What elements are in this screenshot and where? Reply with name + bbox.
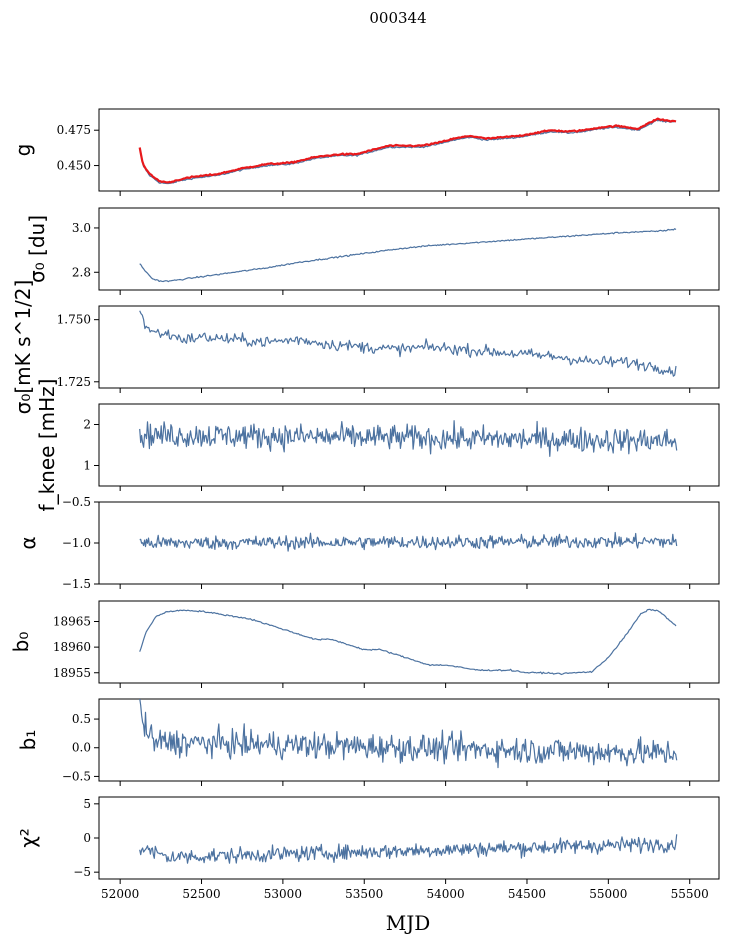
y-tick-label: 0.475 (57, 123, 91, 137)
y-tick-label: 0 (83, 831, 91, 845)
figure-title: 000344 (369, 9, 426, 27)
y-axis-label-alpha: α (16, 536, 40, 549)
axes-frame (98, 108, 720, 192)
y-tick-label: −5 (73, 865, 91, 879)
panel-b1: −0.5 0.0 0.5 b₁ (16, 698, 720, 786)
y-tick-label: −1.5 (62, 577, 91, 591)
axes-frame (98, 796, 720, 880)
y-axis-label-b1: b₁ (16, 730, 40, 751)
panel-chi2: 52000 52500 53000 53500 54000 54500 55000 55500… (16, 796, 720, 901)
y-tick-label: 3.0 (72, 221, 91, 235)
y-tick-label: 18955 (53, 666, 91, 680)
axes-frame (98, 698, 720, 782)
axes-frame (98, 600, 720, 684)
y-tick-label: 0.0 (72, 741, 91, 755)
axes-frame (98, 403, 720, 487)
axes-frame (98, 305, 720, 389)
series-line-fknee (139, 420, 678, 457)
y-tick-label: 1.750 (57, 313, 91, 327)
panel-sigma0-mk: 1.725 1.750 σ₀[mK s^1/2] (11, 280, 720, 415)
series-line-sigma0-mk (139, 310, 677, 377)
y-tick-label: 18960 (53, 640, 91, 654)
y-tick-label: 5 (83, 797, 91, 811)
y-axis-label-fknee: f_knee [mHz] (35, 379, 59, 512)
y-tick-label: 2 (83, 418, 91, 432)
y-tick-label: −0.5 (62, 769, 91, 783)
plot-area (139, 310, 677, 377)
axes-frame (98, 207, 720, 291)
panel-g: 0.450 0.475 g (11, 108, 720, 196)
plot-area (139, 834, 678, 864)
x-tick-label: 55500 (671, 887, 709, 901)
y-tick-label: −0.5 (62, 495, 91, 509)
y-tick-label: 0.450 (57, 159, 91, 173)
series-line-chi2 (139, 834, 678, 864)
y-tick-label: 1 (83, 459, 91, 473)
series-line-sigma0-du (139, 228, 677, 283)
y-axis-label-sigma0-du: σ₀ [du] (25, 215, 49, 283)
panel-b0: 18955 18960 18965 b₀ (9, 600, 720, 688)
x-axis-label: MJD (386, 911, 431, 935)
series-line-b0 (139, 608, 677, 676)
series-line-g (139, 119, 677, 185)
panels: 0.450 0.475 g 2.8 3.0 σ₀ [du] 1.725 1.750 σ₀[mK … (9, 108, 720, 901)
y-tick-label: 1.725 (57, 375, 91, 389)
plot-area (139, 699, 678, 769)
y-tick-label: 18965 (53, 615, 91, 629)
series-line-g-fit (138, 117, 677, 184)
plot-area (139, 608, 677, 676)
x-tick-label: 53500 (345, 887, 383, 901)
series-line-b1 (139, 699, 678, 769)
y-axis-label-b0: b₀ (9, 632, 33, 653)
x-tick-label: 55000 (589, 887, 627, 901)
panel-alpha: −1.5 −1.0 −0.5 α (16, 495, 720, 591)
plot-area (138, 117, 677, 185)
y-axis-label-g: g (11, 144, 35, 157)
x-tick-label: 53000 (264, 887, 302, 901)
panel-sigma0-du: 2.8 3.0 σ₀ [du] (25, 207, 720, 295)
series-line-alpha (139, 531, 678, 552)
y-tick-label: 0.5 (72, 712, 91, 726)
x-tick-label: 54000 (427, 887, 465, 901)
x-tick-label: 52500 (182, 887, 220, 901)
y-tick-label: 2.8 (72, 265, 91, 279)
plot-area (139, 420, 678, 457)
y-tick-label: −1.0 (62, 536, 91, 550)
panel-fknee: 1 2 f_knee [mHz] (35, 379, 720, 512)
y-axis-label-chi2: χ² (16, 828, 40, 848)
x-tick-label: 52000 (101, 887, 139, 901)
plot-area (139, 228, 677, 283)
y-axis-label-sigma0-mk: σ₀[mK s^1/2] (11, 280, 35, 415)
x-tick-label: 54500 (508, 887, 546, 901)
plot-area (139, 531, 678, 552)
